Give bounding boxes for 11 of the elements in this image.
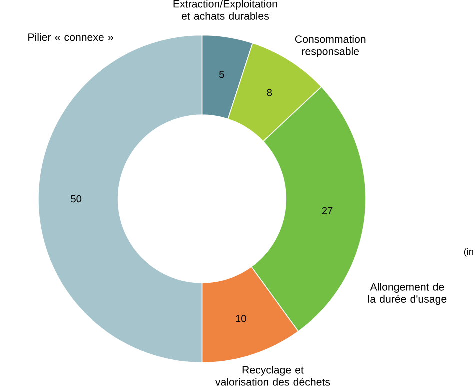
data-label: 27 — [322, 207, 333, 214]
text: (in — [464, 248, 474, 257]
slice-label: Allongement de la durée d'usage — [368, 283, 447, 306]
slice-label: Pilier « connexe » — [28, 33, 114, 42]
data-label: 5 — [220, 71, 224, 78]
data-label: 50 — [71, 195, 82, 203]
data-label: 10 — [236, 315, 246, 322]
slice-label: Consommation responsable — [295, 35, 366, 58]
data-label: 8 — [267, 89, 272, 96]
slice-label: Extraction/Exploitation et achats durables — [174, 0, 278, 20]
slice-label: Recyclage et valorisation des déchets — [215, 366, 330, 386]
